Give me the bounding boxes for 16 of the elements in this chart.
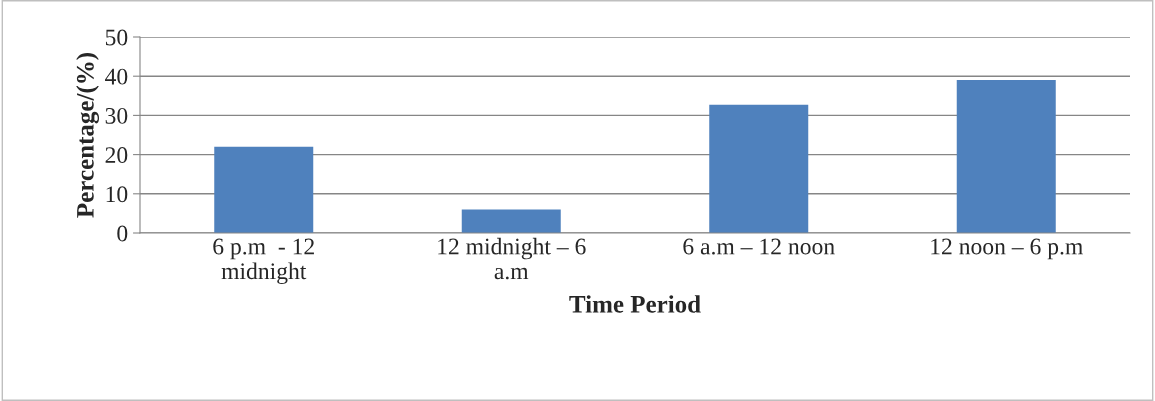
x-axis-title: Time Period bbox=[569, 295, 701, 313]
bar bbox=[461, 209, 561, 233]
y-tick-label: 50 bbox=[105, 29, 128, 46]
bar bbox=[956, 80, 1056, 233]
x-tick-label: 12 midnight – 6 a.m bbox=[438, 237, 586, 280]
x-tick-label: 6 a.m – 12 noon bbox=[683, 238, 835, 255]
y-tick-label: 20 bbox=[105, 147, 128, 164]
y-tick-label: 30 bbox=[105, 107, 128, 124]
x-tick-label: 12 noon – 6 p.m bbox=[931, 238, 1083, 260]
y-tick-label: 40 bbox=[105, 68, 128, 85]
y-tick-label: 10 bbox=[106, 186, 128, 203]
y-axis-title: Percentage/(%) bbox=[76, 53, 100, 218]
bar bbox=[709, 104, 809, 233]
y-tick-label: 0 bbox=[117, 225, 128, 242]
bar bbox=[214, 146, 314, 233]
x-tick-label: 6 p.m - 12 midnight bbox=[213, 238, 314, 285]
